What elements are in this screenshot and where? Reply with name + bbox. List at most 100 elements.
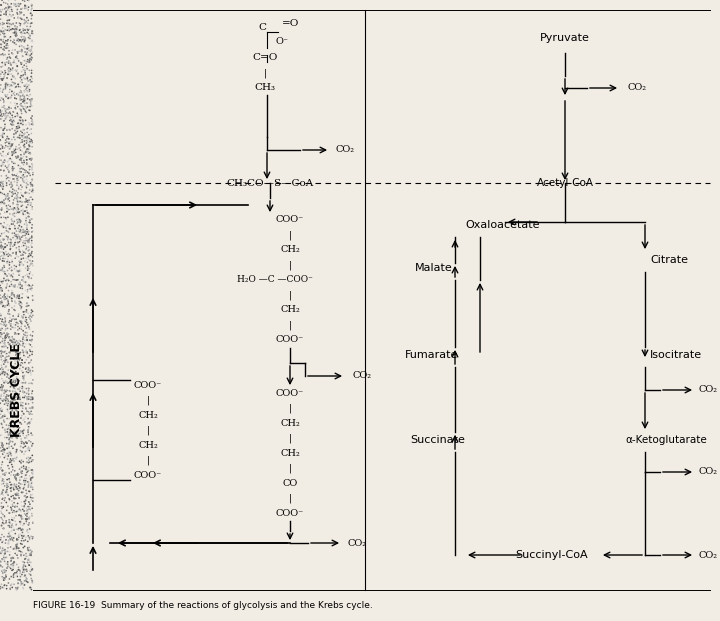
Point [12, 173, 23, 183]
Point [22, 365, 34, 375]
Point [9, 338, 21, 348]
Point [12, 218, 23, 228]
Point [0, 166, 9, 176]
Point [6, 177, 17, 187]
Point [19, 554, 31, 564]
Point [2, 274, 14, 284]
Point [22, 144, 33, 154]
Point [14, 133, 25, 143]
Point [3, 429, 14, 439]
Point [0, 188, 8, 198]
Point [16, 45, 27, 55]
Text: KREBS CYCLE: KREBS CYCLE [11, 343, 24, 437]
Point [0, 396, 12, 406]
Point [23, 195, 35, 205]
Point [0, 90, 11, 100]
Point [1, 294, 12, 304]
Point [24, 77, 36, 87]
Point [11, 445, 22, 455]
Point [0, 253, 9, 263]
Point [22, 545, 34, 555]
Point [19, 392, 30, 402]
Point [5, 25, 17, 35]
Point [5, 270, 17, 280]
Point [17, 381, 28, 391]
Point [6, 571, 17, 581]
Point [0, 524, 9, 533]
Point [14, 291, 25, 301]
Point [0, 512, 11, 522]
Point [24, 185, 35, 195]
Point [0, 366, 9, 376]
Point [0, 353, 7, 363]
Point [25, 101, 37, 111]
Point [22, 453, 34, 463]
Point [20, 197, 32, 207]
Point [22, 514, 33, 524]
Point [24, 284, 35, 294]
Point [6, 258, 18, 268]
Point [1, 3, 12, 13]
Point [9, 481, 20, 491]
Point [9, 568, 21, 578]
Point [3, 309, 14, 319]
Point [0, 50, 6, 60]
Point [1, 516, 12, 526]
Point [24, 532, 36, 542]
Point [6, 420, 17, 430]
Point [21, 218, 32, 228]
Point [11, 191, 22, 201]
Point [4, 24, 15, 34]
Point [12, 571, 23, 581]
Point [24, 188, 35, 198]
Point [14, 410, 25, 420]
Point [27, 493, 39, 503]
Point [6, 204, 17, 214]
Point [0, 368, 10, 378]
Point [0, 124, 10, 134]
Point [7, 184, 19, 194]
Point [10, 231, 22, 241]
Point [2, 532, 14, 542]
Point [14, 9, 26, 19]
Point [0, 555, 8, 564]
Point [10, 152, 22, 161]
Point [0, 235, 9, 245]
Point [15, 225, 27, 235]
Point [1, 53, 13, 63]
Point [0, 376, 12, 386]
Point [0, 38, 10, 48]
Point [0, 479, 8, 489]
Point [25, 370, 37, 380]
Point [0, 353, 11, 363]
Point [24, 209, 35, 219]
Point [15, 71, 27, 81]
Point [0, 267, 9, 277]
Point [23, 142, 35, 152]
Point [0, 391, 7, 401]
Point [5, 321, 17, 331]
Point [17, 378, 29, 388]
Point [1, 420, 12, 430]
Point [6, 405, 18, 415]
Point [25, 558, 37, 568]
Point [6, 214, 17, 224]
Point [10, 204, 22, 214]
Text: C: C [258, 24, 266, 32]
Point [17, 386, 28, 396]
Point [9, 224, 21, 233]
Point [0, 79, 12, 89]
Point [0, 256, 10, 266]
Point [12, 341, 24, 351]
Point [19, 230, 31, 240]
Point [19, 479, 31, 489]
Point [15, 510, 27, 520]
Point [27, 202, 38, 212]
Point [12, 470, 24, 480]
Point [22, 43, 33, 53]
Point [0, 275, 6, 285]
Point [12, 578, 24, 588]
Point [13, 469, 24, 479]
Point [14, 91, 26, 101]
Point [9, 404, 21, 414]
